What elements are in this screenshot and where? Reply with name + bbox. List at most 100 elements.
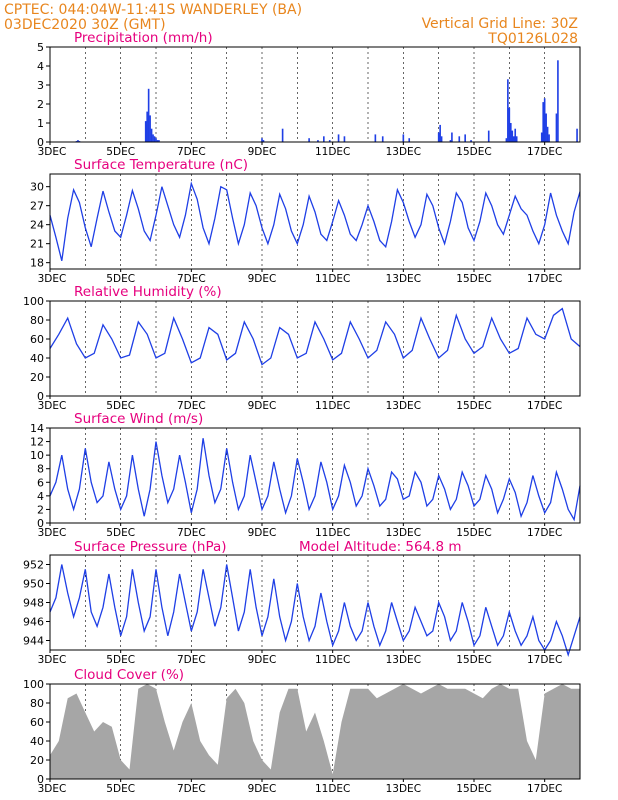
y-tick-label: 948	[23, 597, 44, 610]
panel-5: 944 946 948 950 952 3DEC 5DEC 7DEC 9DEC 11DEC 13DE…	[23, 539, 581, 666]
precip-bar	[77, 140, 79, 142]
series-line	[49, 307, 581, 366]
y-tick-label: 8	[37, 463, 44, 476]
panel-3: 0 20 40 60 80 100 3DEC 5DEC 7DEC 9DEC 11DEC 13DEC 15…	[23, 284, 581, 412]
y-tick-label: 950	[23, 578, 44, 591]
y-tick-label: 0	[37, 390, 44, 403]
precip-bar	[262, 140, 265, 142]
x-tick-label: 15DEC	[456, 400, 491, 412]
precip-bar	[437, 132, 440, 142]
panel-1: 0 1 2 3 4 5 3DEC 5DEC 7DEC 9DEC 11DEC 13DEC 15DEC 17D…	[37, 30, 581, 158]
x-tick-label: 5DEC	[106, 527, 135, 539]
precip-bar	[146, 111, 148, 142]
x-tick-label: 9DEC	[248, 400, 277, 412]
y-tick-label: 24	[30, 219, 44, 232]
y-tick-label: 21	[30, 238, 44, 251]
plot-frame	[49, 427, 581, 524]
precip-bar	[464, 134, 466, 142]
x-tick-label: 15DEC	[456, 146, 491, 158]
precip-bar	[507, 79, 509, 142]
y-tick-label: 4	[37, 60, 44, 73]
x-tick-label: 5DEC	[106, 146, 135, 158]
x-tick-label: 5DEC	[106, 400, 135, 412]
y-tick-label: 1	[37, 117, 44, 130]
y-tick-label: 6	[37, 476, 44, 489]
x-tick-label: 13DEC	[386, 654, 421, 666]
header-grid-note: Vertical Grid Line: 30Z	[422, 16, 578, 32]
x-tick-label: 9DEC	[248, 783, 277, 795]
panel-title: Surface Wind (m/s)	[74, 411, 203, 427]
x-tick-label: 5DEC	[106, 783, 135, 795]
x-tick-label: 9DEC	[248, 527, 277, 539]
precip-bar	[511, 130, 514, 142]
precip-bar	[150, 128, 153, 142]
precip-bar	[515, 136, 518, 142]
precip-bar	[381, 136, 384, 142]
precip-bar	[408, 138, 411, 142]
precip-bar	[548, 134, 550, 142]
precip-bar	[545, 113, 547, 142]
y-tick-label: 60	[30, 333, 44, 346]
x-tick-label: 7DEC	[177, 400, 206, 412]
y-tick-label: 2	[37, 98, 44, 111]
precip-bar	[542, 102, 545, 142]
precip-bar	[508, 107, 511, 142]
x-tick-label: 13DEC	[386, 146, 421, 158]
y-tick-label: 40	[30, 352, 44, 365]
precip-bar	[543, 98, 546, 142]
y-tick-label: 100	[23, 295, 44, 308]
precip-bar	[458, 136, 461, 142]
precip-bar	[557, 60, 559, 142]
panel-annotation: Model Altitude: 564.8 m	[299, 539, 462, 555]
x-tick-label: 15DEC	[456, 527, 491, 539]
y-tick-label: 100	[23, 678, 44, 691]
x-tick-label: 17DEC	[527, 527, 562, 539]
precip-bar	[374, 134, 377, 142]
x-tick-label: 9DEC	[248, 273, 277, 285]
x-tick-label: 3DEC	[38, 273, 67, 285]
x-tick-label: 11DEC	[315, 527, 350, 539]
precip-bar	[540, 132, 543, 142]
plot-frame	[49, 683, 581, 780]
x-tick-label: 7DEC	[177, 783, 206, 795]
x-tick-label: 15DEC	[456, 273, 491, 285]
precip-bar	[487, 130, 490, 142]
y-tick-label: 952	[23, 559, 44, 572]
series-line	[49, 181, 581, 261]
precip-bar	[509, 123, 512, 142]
precip-bar	[343, 136, 346, 142]
y-tick-label: 20	[30, 371, 44, 384]
y-tick-label: 4	[37, 490, 44, 503]
x-tick-label: 13DEC	[386, 400, 421, 412]
plot-frame	[49, 300, 581, 397]
panel-6: 0 20 40 60 80 100 3DEC 5DEC 7DEC 9DEC 11DEC 13DEC 15…	[23, 667, 581, 795]
header-location: CPTEC: 044:04W-11:41S WANDERLEY (BA)	[4, 2, 302, 18]
precip-bar	[144, 121, 147, 142]
y-tick-label: 944	[23, 635, 44, 648]
panel-2: 18 21 24 27 30 3DEC 5DEC 7DEC 9DEC 11DEC 13DEC 15DE…	[30, 157, 581, 285]
plot-frame	[49, 46, 581, 143]
precip-bar	[451, 132, 453, 142]
precip-bar	[440, 136, 443, 142]
plot-frame	[49, 173, 581, 270]
precip-bar	[328, 140, 331, 142]
y-tick-label: 14	[30, 422, 44, 435]
precip-bar	[156, 140, 159, 142]
panel-title: Surface Temperature (nC)	[74, 157, 248, 173]
x-tick-label: 7DEC	[177, 273, 206, 285]
x-tick-label: 11DEC	[315, 783, 350, 795]
precip-bar	[512, 136, 515, 142]
x-tick-label: 9DEC	[248, 654, 277, 666]
x-tick-label: 3DEC	[38, 146, 67, 158]
cloud-area	[50, 684, 580, 779]
precip-bar	[323, 136, 325, 142]
header-model-id: TQ0126L028	[487, 31, 578, 47]
x-tick-label: 7DEC	[177, 146, 206, 158]
precip-bar	[439, 124, 441, 142]
precip-bar	[449, 140, 452, 142]
x-tick-label: 15DEC	[456, 783, 491, 795]
y-tick-label: 5	[37, 41, 44, 54]
panel-title: Precipitation (mm/h)	[74, 30, 213, 46]
